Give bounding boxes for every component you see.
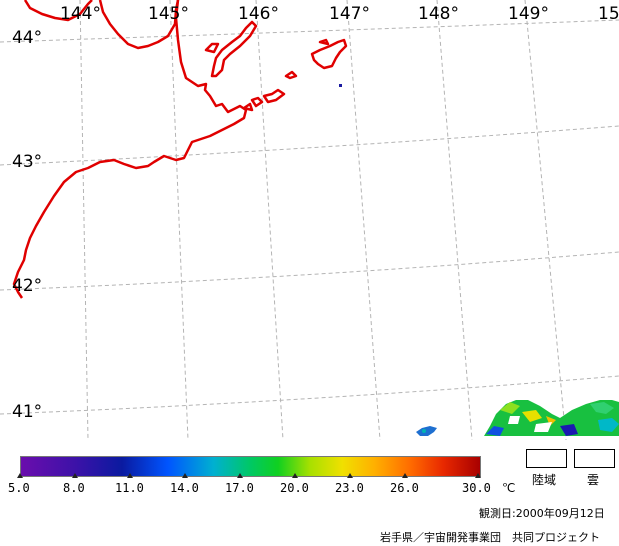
colorbar-tick-label: 23.0 [335, 481, 364, 495]
colorbar-tick-label: 14.0 [170, 481, 199, 495]
colorbar-unit: ℃ [502, 481, 516, 495]
colorbar-tick [292, 473, 298, 478]
lat-label-42: 42° [12, 276, 43, 296]
graticule-grid [0, 0, 619, 440]
lon-label-150: 15 [598, 4, 619, 24]
lat-label-41: 41° [12, 402, 43, 422]
temperature-colorbar [20, 456, 481, 477]
sst-map [0, 0, 619, 440]
observation-date: 観測日:2000年09月12日 [479, 507, 605, 520]
colorbar-tick [182, 473, 188, 478]
lat-label-44: 44° [12, 28, 43, 48]
lon-label-149: 149° [508, 4, 549, 24]
colorbar-tick-label: 17.0 [225, 481, 254, 495]
colorbar-tick-label: 11.0 [115, 481, 144, 495]
colorbar-tick [402, 473, 408, 478]
colorbar-tick [17, 473, 23, 478]
cloud-swatch [574, 449, 615, 468]
land-legend-label: 陸域 [532, 473, 557, 487]
lat-label-43: 43° [12, 152, 43, 172]
colorbar-tick-label: 30.0 [462, 481, 491, 495]
coastline [12, 0, 348, 299]
land-swatch [526, 449, 567, 468]
colorbar-tick [347, 473, 353, 478]
lon-label-145: 145° [148, 4, 189, 24]
colorbar-tick-label: 20.0 [280, 481, 309, 495]
colorbar-tick [475, 473, 481, 478]
lon-label-146: 146° [238, 4, 279, 24]
cloud-legend-label: 雲 [587, 473, 600, 487]
credit-line: 岩手県／宇宙開発事業団 共同プロジェクト [380, 531, 600, 544]
sst-patches [416, 400, 619, 436]
small-dot [339, 84, 342, 87]
lon-label-144: 144° [60, 4, 101, 24]
colorbar-tick [72, 473, 78, 478]
lon-label-148: 148° [418, 4, 459, 24]
colorbar-tick [237, 473, 243, 478]
colorbar-tick-label: 8.0 [63, 481, 85, 495]
colorbar-tick-label: 5.0 [8, 481, 30, 495]
lon-label-147: 147° [329, 4, 370, 24]
colorbar-tick-label: 26.0 [390, 481, 419, 495]
colorbar-tick [127, 473, 133, 478]
